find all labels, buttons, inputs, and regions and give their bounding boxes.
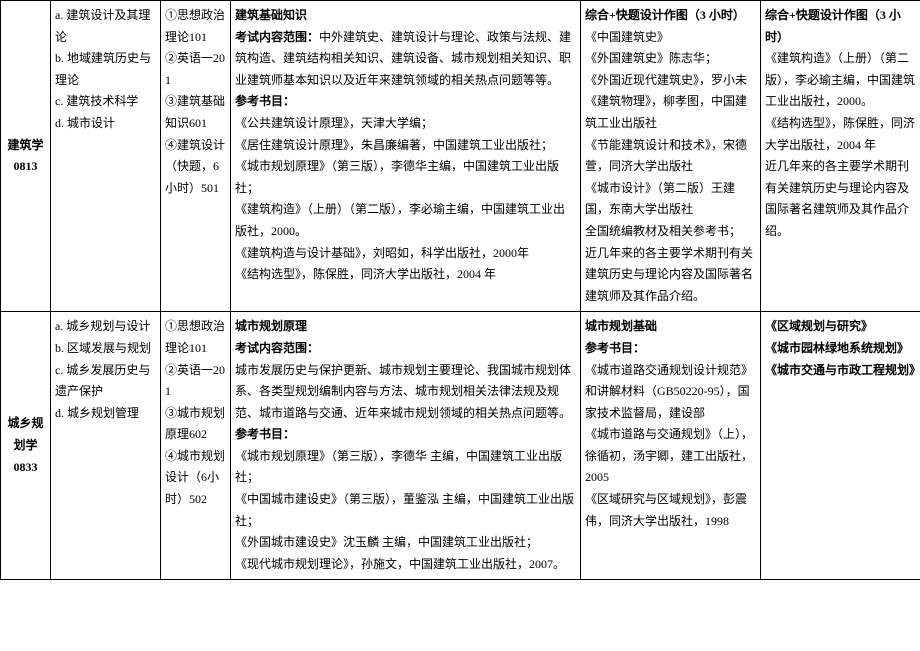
col6-item: 近几年来的各主要学术期刊有关建筑历史与理论内容及国际著名建筑师及其作品介绍。 — [765, 156, 916, 242]
col5-title: 综合+快题设计作图（3 小时） — [585, 5, 756, 27]
directions-cell: a. 城乡规划与设计b. 区域发展与规划c. 城乡发展历史与遗产保护d. 城乡规… — [51, 312, 161, 580]
subjects-text: ①思想政治理论101②英语一201③建筑基础知识601④建筑设计（快题，6 小时… — [165, 8, 225, 195]
content-title: 城市规划原理 — [235, 316, 576, 338]
col5-item: 全国统编教材及相关参考书； — [585, 221, 756, 243]
col5-item: 《建筑物理》，柳孝图，中国建筑工业出版社 — [585, 91, 756, 134]
col5-refs-label: 参考书目： — [585, 338, 756, 360]
content-range: 城市发展历史与保护更新、城市规划主要理论、我国城市规划体系、各类型规划编制内容与… — [235, 360, 576, 425]
content-cell: 城市规划原理 考试内容范围： 城市发展历史与保护更新、城市规划主要理论、我国城市… — [231, 312, 581, 580]
content-title: 建筑基础知识 — [235, 5, 576, 27]
col5-cell: 城市规划基础 参考书目： 《城市道路交通规划设计规范》和讲解材料（GB50220… — [581, 312, 761, 580]
col6-title-item: 《区域规划与研究》 — [765, 316, 916, 338]
col6-item: 《结构选型》，陈保胜，同济大学出版社，2004 年 — [765, 113, 916, 156]
ref-item: 《现代城市规划理论》，孙施文，中国建筑工业出版社，2007。 — [235, 554, 576, 576]
col5-title: 城市规划基础 — [585, 316, 756, 338]
col6-cell: 综合+快题设计作图（3 小时） 《建筑构造》（上册）（第二版），李必瑜主编，中国… — [761, 1, 920, 312]
ref-item: 《外国城市建设史》沈玉麟 主编，中国建筑工业出版社； — [235, 532, 576, 554]
directions-cell: a. 建筑设计及其理论b. 地域建筑历史与理论c. 建筑技术科学d. 城市设计 — [51, 1, 161, 312]
col5-cell: 综合+快题设计作图（3 小时） 《中国建筑史》 《外国建筑史》陈志华； 《外国近… — [581, 1, 761, 312]
col5-item: 《城市道路与交通规划》（上），徐循初，汤宇卿，建工出版社，2005 — [585, 424, 756, 489]
ref-item: 《中国城市建设史》（第三版），董鉴泓 主编，中国建筑工业出版社； — [235, 489, 576, 532]
subjects-cell: ①思想政治理论101②英语一201③建筑基础知识601④建筑设计（快题，6 小时… — [161, 1, 231, 312]
col6-cell: 《区域规划与研究》 《城市园林绿地系统规划》 《城市交通与市政工程规划》 — [761, 312, 920, 580]
col5-item: 《外国建筑史》陈志华； — [585, 48, 756, 70]
directions-text: a. 建筑设计及其理论b. 地域建筑历史与理论c. 建筑技术科学d. 城市设计 — [55, 8, 151, 130]
major-code-cell: 建筑学0813 — [1, 1, 51, 312]
ref-item: 《结构选型》，陈保胜，同济大学出版社，2004 年 — [235, 264, 576, 286]
col5-item: 近几年来的各主要学术期刊有关建筑历史与理论内容及国际著名建筑师及其作品介绍。 — [585, 243, 756, 308]
table-row: 城乡规划学0833 a. 城乡规划与设计b. 区域发展与规划c. 城乡发展历史与… — [1, 312, 920, 580]
content-cell: 建筑基础知识 考试内容范围：中外建筑史、建筑设计与理论、政策与法规、建筑构造、建… — [231, 1, 581, 312]
content-range-label: 考试内容范围： — [235, 30, 319, 44]
ref-item: 《居住建筑设计原理》，朱昌廉编著，中国建筑工业出版社； — [235, 135, 576, 157]
col5-item: 《中国建筑史》 — [585, 27, 756, 49]
ref-item: 《公共建筑设计原理》，天津大学编； — [235, 113, 576, 135]
col6-title-item: 《城市交通与市政工程规划》 — [765, 360, 916, 382]
content-range-block: 考试内容范围：中外建筑史、建筑设计与理论、政策与法规、建筑构造、建筑结构相关知识… — [235, 30, 571, 87]
col5-item: 《城市设计》（第二版）王建国，东南大学出版社 — [585, 178, 756, 221]
major-code-cell: 城乡规划学0833 — [1, 312, 51, 580]
subjects-text: ①思想政治理论101②英语一201③城市规划原理602④城市规划设计（6小时）5… — [165, 319, 225, 506]
col5-item: 《节能建筑设计和技术》，宋德萱，同济大学出版社 — [585, 135, 756, 178]
subjects-cell: ①思想政治理论101②英语一201③城市规划原理602④城市规划设计（6小时）5… — [161, 312, 231, 580]
content-range-label: 考试内容范围： — [235, 338, 576, 360]
refs-label: 参考书目： — [235, 424, 576, 446]
col5-item: 《外国近现代建筑史》，罗小未 — [585, 70, 756, 92]
directions-text: a. 城乡规划与设计b. 区域发展与规划c. 城乡发展历史与遗产保护d. 城乡规… — [55, 319, 151, 419]
major-code: 建筑学0813 — [7, 138, 43, 174]
curriculum-table: 建筑学0813 a. 建筑设计及其理论b. 地域建筑历史与理论c. 建筑技术科学… — [0, 0, 920, 580]
ref-item: 《城市规划原理》（第三版），李德华 主编，中国建筑工业出版社； — [235, 446, 576, 489]
ref-item: 《建筑构造与设计基础》，刘昭如，科学出版社，2000年 — [235, 243, 576, 265]
refs-label: 参考书目： — [235, 91, 576, 113]
col6-title: 综合+快题设计作图（3 小时） — [765, 5, 916, 48]
ref-item: 《建筑构造》（上册）（第二版），李必瑜主编，中国建筑工业出版社，2000。 — [235, 199, 576, 242]
col6-item: 《建筑构造》（上册）（第二版），李必瑜主编，中国建筑工业出版社，2000。 — [765, 48, 916, 113]
table-row: 建筑学0813 a. 建筑设计及其理论b. 地域建筑历史与理论c. 建筑技术科学… — [1, 1, 920, 312]
col6-title-item: 《城市园林绿地系统规划》 — [765, 338, 916, 360]
ref-item: 《城市规划原理》（第三版），李德华主编，中国建筑工业出版社； — [235, 156, 576, 199]
col5-item: 《城市道路交通规划设计规范》和讲解材料（GB50220-95），国家技术监督局，… — [585, 360, 756, 425]
col5-item: 《区域研究与区域规划》，彭震伟，同济大学出版社，1998 — [585, 489, 756, 532]
major-code: 城乡规划学0833 — [7, 416, 43, 473]
